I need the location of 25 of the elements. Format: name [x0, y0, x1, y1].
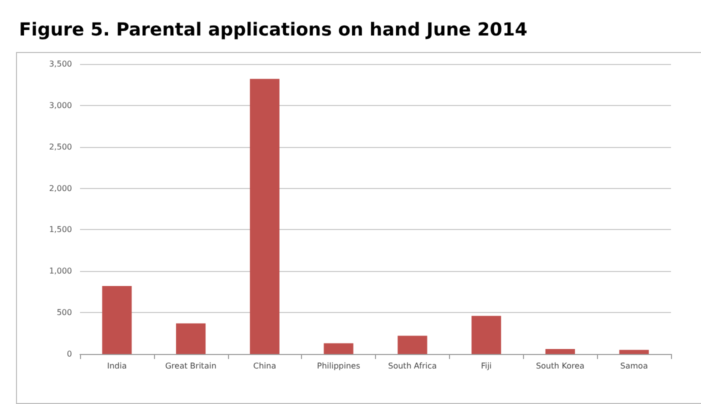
bar: [176, 323, 206, 354]
y-tick-label: 500: [56, 308, 72, 318]
y-tick-label: 2,000: [49, 184, 72, 193]
x-tick-label: Samoa: [620, 362, 648, 370]
bar: [398, 336, 428, 354]
x-tick-label: South Africa: [388, 362, 437, 370]
y-tick-label: 1,000: [49, 266, 72, 276]
bar: [545, 349, 575, 354]
bar: [102, 286, 132, 354]
chart-title: Figure 5. Parental applications on hand June 2014: [19, 20, 528, 40]
bar: [324, 343, 354, 354]
x-tick-label: India: [107, 362, 127, 370]
x-tick-label: Philippines: [317, 362, 360, 370]
y-tick-label: 3,500: [49, 60, 72, 68]
x-tick-label: Fiji: [480, 362, 492, 370]
x-tick-label: South Korea: [536, 362, 585, 370]
y-tick-label: 1,500: [49, 225, 72, 234]
y-tick-label: 0: [66, 350, 72, 358]
bar: [619, 350, 649, 354]
y-tick-label: 3,000: [49, 100, 72, 110]
x-tick-label: China: [253, 362, 276, 370]
y-tick-label: 2,500: [49, 142, 72, 152]
x-tick-label: Great Britain: [165, 362, 216, 370]
bar: [472, 316, 502, 354]
bar: [250, 78, 280, 354]
